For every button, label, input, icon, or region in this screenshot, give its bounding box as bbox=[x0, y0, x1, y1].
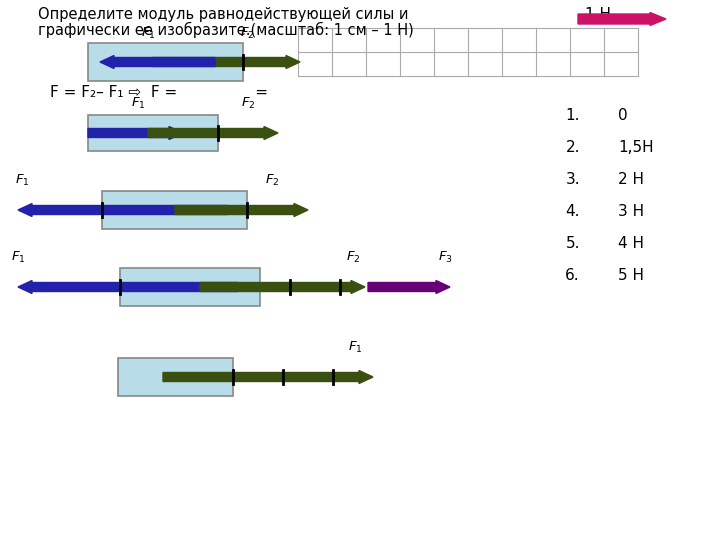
Text: $F_1$: $F_1$ bbox=[140, 26, 156, 41]
Text: 4 Н: 4 Н bbox=[618, 235, 644, 251]
Text: $F_1$: $F_1$ bbox=[348, 340, 362, 355]
Text: $F_1$: $F_1$ bbox=[131, 96, 145, 111]
Bar bbox=[102, 191, 247, 229]
Text: 1 Н: 1 Н bbox=[585, 7, 611, 22]
FancyArrow shape bbox=[175, 204, 308, 217]
Text: 2 Н: 2 Н bbox=[618, 172, 644, 186]
Bar bbox=[120, 268, 260, 306]
FancyArrow shape bbox=[578, 12, 666, 25]
FancyArrow shape bbox=[148, 126, 278, 139]
FancyArrow shape bbox=[163, 370, 373, 383]
FancyArrow shape bbox=[18, 204, 228, 217]
Text: $F_2$: $F_2$ bbox=[265, 173, 279, 188]
Text: 6.: 6. bbox=[565, 267, 580, 282]
Bar bbox=[88, 115, 218, 151]
Bar bbox=[88, 43, 243, 81]
Text: 5 Н: 5 Н bbox=[618, 267, 644, 282]
Text: 1,5Н: 1,5Н bbox=[618, 139, 654, 154]
Text: 0: 0 bbox=[618, 107, 628, 123]
FancyArrow shape bbox=[18, 280, 238, 294]
FancyArrow shape bbox=[100, 56, 215, 69]
Text: $F_2$: $F_2$ bbox=[240, 96, 256, 111]
Text: 4.: 4. bbox=[565, 204, 580, 219]
FancyArrow shape bbox=[368, 280, 450, 294]
Bar bbox=[118, 358, 233, 396]
FancyArrow shape bbox=[88, 126, 183, 139]
FancyArrow shape bbox=[200, 280, 365, 294]
Text: F = F₂– F₁ ⇨  F =                =: F = F₂– F₁ ⇨ F = = bbox=[50, 85, 268, 100]
Text: 2.: 2. bbox=[565, 139, 580, 154]
FancyArrow shape bbox=[152, 56, 300, 69]
Text: $F_1$: $F_1$ bbox=[14, 173, 30, 188]
Text: 5.: 5. bbox=[565, 235, 580, 251]
Text: 3 Н: 3 Н bbox=[618, 204, 644, 219]
Text: $F_2$: $F_2$ bbox=[240, 26, 254, 41]
Text: 3.: 3. bbox=[565, 172, 580, 186]
Text: Определите модуль равнодействующей силы и: Определите модуль равнодействующей силы … bbox=[38, 7, 408, 22]
Text: $F_1$: $F_1$ bbox=[11, 250, 25, 265]
Text: $F_3$: $F_3$ bbox=[438, 250, 452, 265]
Text: графически ее изобразите.(масштаб: 1 см – 1 Н): графически ее изобразите.(масштаб: 1 см … bbox=[38, 22, 414, 38]
Text: $F_2$: $F_2$ bbox=[346, 250, 360, 265]
Text: 1.: 1. bbox=[565, 107, 580, 123]
